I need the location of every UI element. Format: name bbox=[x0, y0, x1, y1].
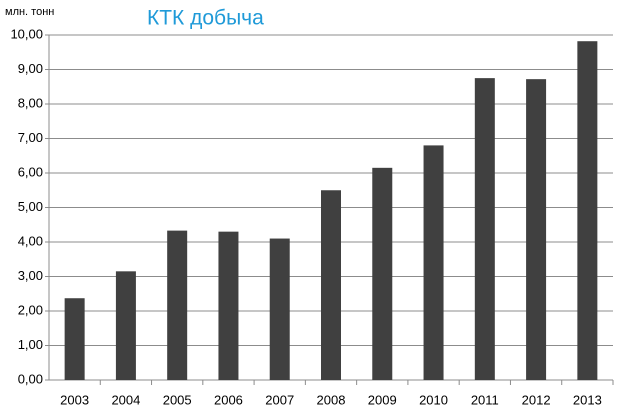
bar bbox=[269, 238, 290, 380]
y-tick-label: 6,00 bbox=[18, 164, 43, 179]
x-tick-label: 2004 bbox=[111, 392, 140, 407]
x-tick-label: 2012 bbox=[522, 392, 551, 407]
bar bbox=[423, 145, 444, 380]
bar bbox=[321, 190, 341, 380]
bar bbox=[167, 230, 188, 380]
bar bbox=[115, 271, 136, 380]
chart-title: КТК добыча bbox=[147, 7, 264, 30]
y-tick-label: 9,00 bbox=[18, 61, 43, 76]
x-tick-label: 2011 bbox=[471, 392, 499, 407]
bar bbox=[577, 41, 598, 381]
y-tick-label: 8,00 bbox=[18, 95, 43, 110]
y-axis-label: млн. тонн bbox=[5, 6, 54, 18]
bar bbox=[526, 79, 547, 380]
y-tick-label: 10,00 bbox=[10, 26, 43, 41]
x-tick-label: 2010 bbox=[419, 392, 448, 407]
x-tick-label: 2005 bbox=[163, 392, 192, 407]
bar bbox=[218, 231, 239, 380]
x-tick-label: 2009 bbox=[368, 392, 397, 407]
bar bbox=[372, 167, 393, 380]
x-tick-label: 2006 bbox=[214, 392, 243, 407]
y-tick-label: 0,00 bbox=[18, 371, 43, 386]
y-tick-label: 2,00 bbox=[18, 302, 43, 317]
x-tick-label: 2008 bbox=[317, 392, 346, 407]
y-tick-label: 7,00 bbox=[18, 130, 43, 145]
y-tick-label: 5,00 bbox=[18, 199, 43, 214]
bar bbox=[474, 78, 495, 380]
x-tick-label: 2007 bbox=[265, 392, 294, 407]
x-tick-label: 2003 bbox=[60, 392, 89, 407]
bar bbox=[64, 298, 85, 380]
y-tick-label: 3,00 bbox=[18, 268, 43, 283]
x-tick-label: 2013 bbox=[573, 392, 602, 407]
y-tick-label: 1,00 bbox=[18, 337, 43, 352]
y-tick-label: 4,00 bbox=[18, 233, 43, 248]
